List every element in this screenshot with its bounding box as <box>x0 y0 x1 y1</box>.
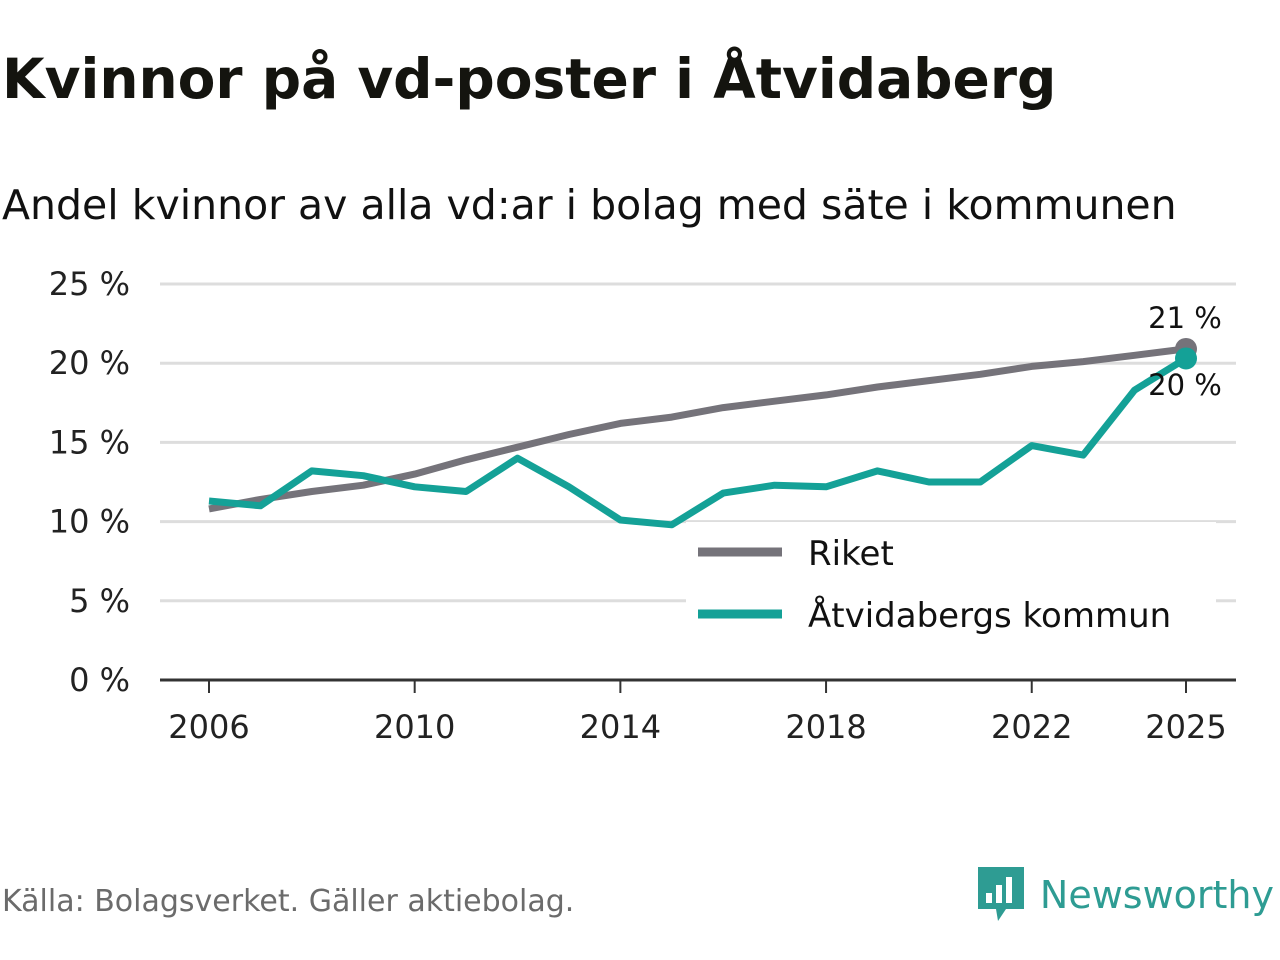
end-point-atvidaberg <box>1175 347 1197 370</box>
brand: Newsworthy <box>976 864 1274 926</box>
end-labels: 21 % 20 % <box>1148 301 1222 402</box>
y-tick-label: 0 % <box>69 661 130 699</box>
y-tick-label: 10 % <box>49 503 130 541</box>
newsworthy-logo-icon <box>976 863 1026 927</box>
series-line-atvidaberg <box>208 355 1188 529</box>
x-tick-label: 2014 <box>580 708 661 746</box>
y-tick-label: 25 % <box>49 265 130 303</box>
x-tick-label: 2018 <box>785 708 866 746</box>
y-axis: 0 % 5 % 10 % 15 % 20 % 25 % <box>49 265 130 699</box>
source-note: Källa: Bolagsverket. Gäller aktiebolag. <box>2 884 575 919</box>
series-line-riket <box>208 345 1187 513</box>
line-chart: 0 %5 %10 %15 %20 %25 % 2006 2010 2014 2018 2… <box>49 265 1236 746</box>
chart-title: Kvinnor på vd-poster i Åtvidaberg <box>2 47 1057 111</box>
brand-name: Newsworthy <box>1039 873 1274 917</box>
end-label-atvidaberg: 20 % <box>1148 368 1222 402</box>
legend: Riket Åtvidabergs kommun <box>686 522 1216 646</box>
y-tick-label: 5 % <box>69 582 130 620</box>
x-tick-label: 2006 <box>168 708 249 746</box>
x-tick-label: 2025 <box>1145 708 1226 746</box>
legend-background <box>686 522 1216 646</box>
y-tick-label: 20 % <box>49 344 130 382</box>
legend-label-atvidaberg: Åtvidabergs kommun <box>808 595 1171 636</box>
end-label-riket: 21 % <box>1148 301 1222 335</box>
x-axis: 2006 2010 2014 2018 2022 2025 <box>160 678 1236 746</box>
legend-label-riket: Riket <box>808 534 894 574</box>
chart-subtitle: Andel kvinnor av alla vd:ar i bolag med … <box>2 181 1177 229</box>
series-lines <box>208 337 1197 529</box>
y-tick-label: 15 % <box>49 423 130 461</box>
x-tick-label: 2022 <box>991 708 1072 746</box>
x-tick-label: 2010 <box>374 708 455 746</box>
